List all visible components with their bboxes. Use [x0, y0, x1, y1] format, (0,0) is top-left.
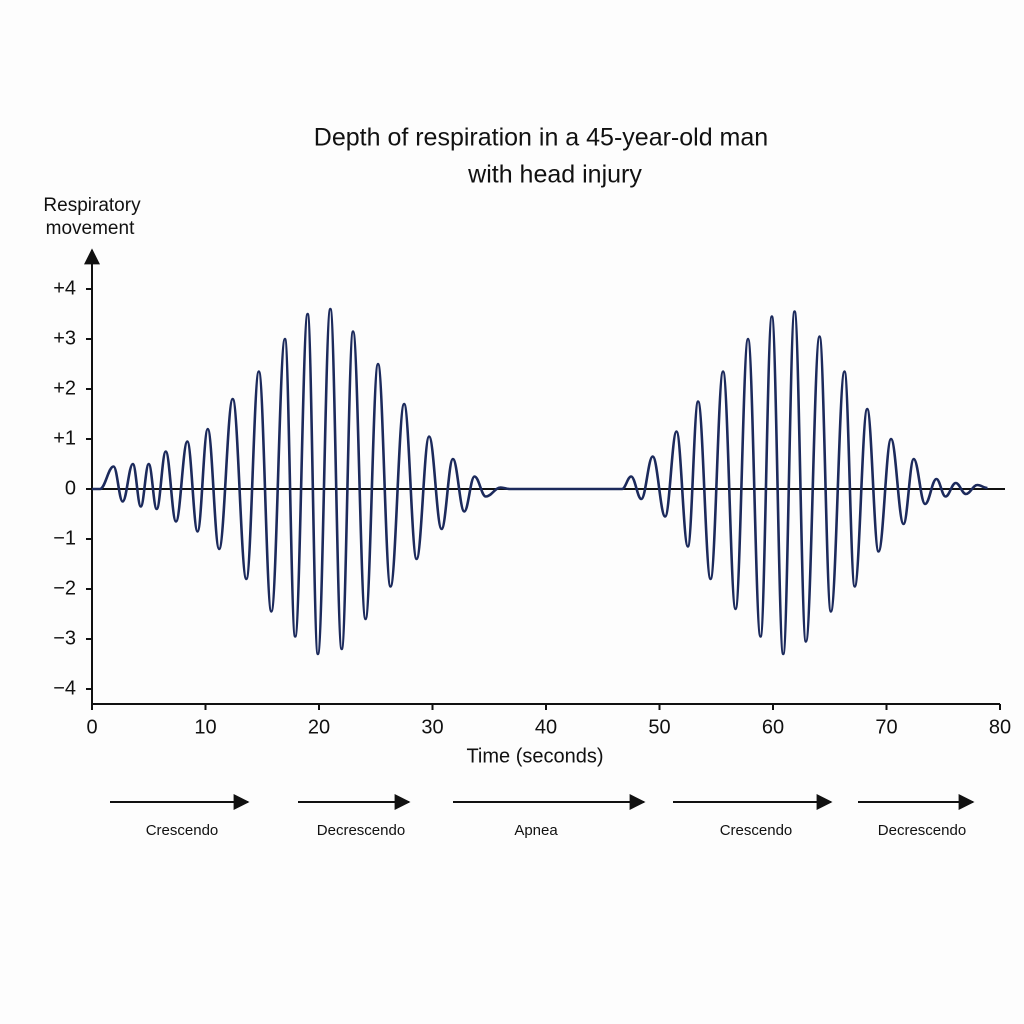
y-tick-label: 0: [65, 477, 76, 499]
y-tick-label: −1: [53, 527, 76, 549]
x-tick-label: 40: [535, 716, 557, 738]
x-tick-label: 20: [308, 716, 330, 738]
y-tick-label: −3: [53, 627, 76, 649]
phase-label: Decrescendo: [878, 822, 966, 839]
chart-title: with head injury: [467, 161, 642, 189]
chart-title: Depth of respiration in a 45-year-old ma…: [314, 124, 768, 152]
x-tick-label: 50: [648, 716, 670, 738]
y-axis-label: movement: [46, 218, 135, 239]
phase-label: Crescendo: [146, 822, 219, 839]
y-tick-label: +1: [53, 427, 76, 449]
y-axis-label: Respiratory: [43, 195, 141, 216]
phase-label: Apnea: [514, 822, 558, 839]
phase-label: Crescendo: [720, 822, 793, 839]
y-tick-label: +3: [53, 327, 76, 349]
respiration-line: [92, 307, 988, 656]
phase-label: Decrescendo: [317, 822, 405, 839]
x-axis-label: Time (seconds): [466, 745, 603, 767]
x-tick-label: 0: [86, 716, 97, 738]
x-tick-label: 70: [875, 716, 897, 738]
x-tick-label: 80: [989, 716, 1011, 738]
y-tick-label: −2: [53, 577, 76, 599]
x-tick-label: 10: [194, 716, 216, 738]
y-tick-label: +2: [53, 377, 76, 399]
y-tick-label: +4: [53, 277, 76, 299]
x-tick-label: 30: [421, 716, 443, 738]
x-tick-label: 60: [762, 716, 784, 738]
y-tick-label: −4: [53, 677, 76, 699]
